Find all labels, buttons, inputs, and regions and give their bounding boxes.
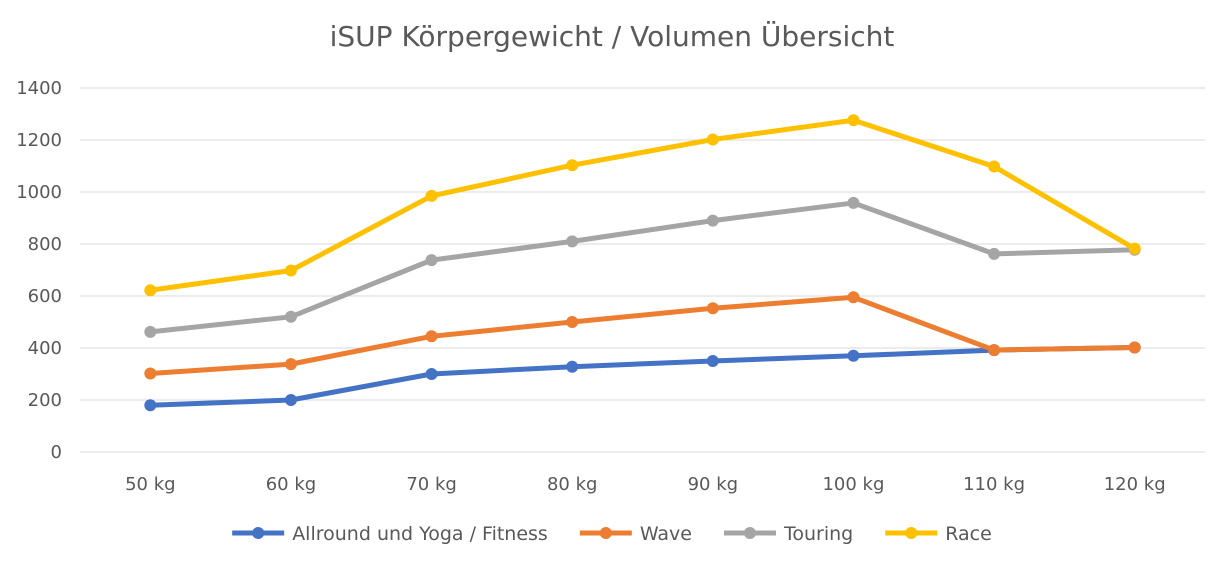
y-tick-label: 400 [28, 338, 62, 359]
legend-item: Race [885, 523, 992, 545]
data-point [425, 330, 438, 343]
series-3 [144, 114, 1141, 297]
x-tick-label: 120 kg [1104, 474, 1166, 495]
data-point [1128, 242, 1141, 255]
legend-swatch-marker [599, 527, 612, 539]
legend-label: Touring [783, 523, 853, 545]
data-point [284, 394, 297, 406]
data-point [144, 399, 157, 412]
data-point [988, 247, 1001, 260]
x-tick-label: 110 kg [963, 474, 1025, 495]
y-tick-label: 1000 [16, 182, 62, 203]
legend-label: Race [945, 523, 992, 545]
x-tick-label: 70 kg [406, 474, 456, 495]
data-point [847, 114, 860, 127]
legend: Allround und Yoga / Fitness Wave Touring Ra… [232, 523, 992, 545]
series-line [147, 117, 1138, 293]
data-point [425, 368, 438, 380]
legend-item: Touring [723, 523, 853, 545]
data-point [284, 310, 297, 323]
series-line [147, 294, 1138, 376]
series-line [147, 344, 1138, 408]
y-tick-label: 1400 [16, 78, 62, 99]
series-group [144, 114, 1141, 412]
data-point [706, 302, 719, 315]
series-line [147, 200, 1138, 335]
data-point [144, 325, 157, 338]
data-point [988, 160, 1001, 173]
data-point [425, 189, 438, 202]
data-point [566, 235, 579, 248]
data-point [566, 316, 579, 328]
x-axis-ticks: 50 kg 60 kg 70 kg 80 kg 90 kg 100 kg 110 kg 120… [125, 474, 1166, 495]
legend-swatch-marker [905, 527, 918, 539]
data-point [566, 360, 579, 373]
x-tick-label: 50 kg [125, 474, 175, 495]
y-axis-ticks: 0 200 400 600 800 1000 1200 1400 [16, 78, 62, 463]
data-point [1128, 341, 1141, 354]
data-point [284, 264, 297, 277]
data-point [284, 358, 297, 371]
data-point [425, 254, 438, 267]
chart-title: iSUP Körpergewicht / Volumen Übersicht [330, 19, 895, 53]
legend-swatch-marker [252, 527, 265, 539]
data-point [144, 367, 157, 380]
x-tick-label: 100 kg [822, 474, 884, 495]
x-tick-label: 80 kg [547, 474, 597, 495]
data-point [566, 159, 579, 172]
legend-item: Wave [579, 523, 692, 545]
y-tick-label: 800 [28, 234, 62, 255]
legend-label: Wave [640, 523, 692, 545]
x-tick-label: 60 kg [266, 474, 316, 495]
y-tick-label: 0 [51, 442, 62, 463]
data-point [144, 284, 157, 297]
y-tick-label: 600 [28, 286, 62, 307]
legend-swatch-marker [743, 527, 756, 539]
data-point [706, 214, 719, 227]
data-point [847, 349, 860, 362]
data-point [706, 133, 719, 146]
data-point [988, 344, 1001, 357]
x-tick-label: 90 kg [688, 474, 738, 495]
y-tick-label: 200 [28, 390, 62, 411]
gridlines [80, 87, 1205, 453]
legend-item: Allround und Yoga / Fitness [232, 523, 548, 545]
legend-label: Allround und Yoga / Fitness [292, 523, 548, 545]
data-point [706, 355, 719, 367]
series-1 [144, 291, 1141, 380]
y-tick-label: 1200 [16, 130, 62, 151]
data-point [847, 196, 860, 209]
data-point [847, 291, 860, 304]
